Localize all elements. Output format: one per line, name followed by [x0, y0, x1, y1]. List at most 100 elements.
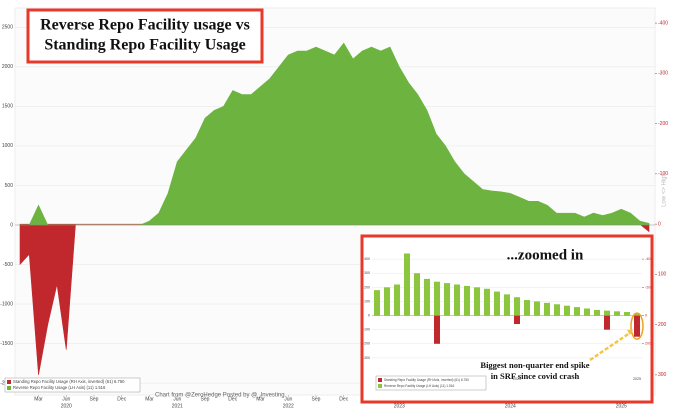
year-label: 2025	[633, 377, 641, 381]
bar	[414, 273, 420, 316]
y-tick-label: 2500	[2, 25, 13, 31]
bar	[434, 281, 440, 316]
y2-tick-label: -400	[658, 20, 668, 26]
bar	[464, 285, 470, 316]
y-tick-label: 300	[364, 271, 370, 275]
inset-box	[360, 234, 654, 404]
x-tick-label: Jun	[62, 396, 70, 402]
bar	[614, 311, 620, 316]
x-tick-label: Dec	[117, 396, 126, 402]
y2-tick-label: 100	[658, 272, 667, 278]
bar	[524, 300, 530, 316]
legend-label: Reverse Repo Facility Usage (LH Axis) (1…	[13, 385, 106, 390]
legend-label: Reverse Repo Facility Usage (LH Axis) (1…	[384, 384, 454, 388]
y-tick-label: 0	[368, 314, 370, 318]
bar	[624, 312, 630, 316]
y-tick-label: -100	[363, 328, 370, 332]
bar	[454, 284, 460, 316]
chart-title: Reverse Repo Facility usage vs	[40, 17, 250, 34]
y2-tick-label: -100	[658, 171, 668, 177]
legend-label: Standing Repo Facility Usage (RH Axis, i…	[384, 378, 469, 382]
legend-label: Standing Repo Facility Usage (RH Axis, i…	[13, 379, 125, 384]
year-label: 2025	[616, 403, 627, 409]
y2-tick-label: 0	[658, 221, 661, 227]
bar	[444, 283, 450, 316]
y-tick-label: 0	[10, 222, 13, 228]
y-tick-label: -1000	[0, 301, 13, 307]
legend-swatch	[378, 378, 382, 382]
bar	[544, 302, 550, 316]
chart-title: Standing Repo Facility Usage	[44, 37, 245, 54]
annotation-arrow	[589, 331, 632, 362]
y-tick-label: 1000	[2, 143, 13, 149]
bar	[634, 313, 640, 316]
year-label: 2020	[61, 403, 72, 409]
legend-swatch	[7, 380, 11, 384]
year-label: 2024	[513, 377, 521, 381]
bar	[634, 315, 640, 337]
y-tick-label: -300	[363, 356, 370, 360]
y-tick-label: 200	[364, 285, 370, 289]
bar	[504, 294, 510, 316]
bar	[514, 315, 520, 325]
source-note: Chart from @ZeroHedge Posted by @_Invest…	[155, 393, 285, 399]
y2-tick-label: -200	[645, 285, 652, 289]
y-tick-label: -200	[363, 342, 370, 346]
y2-tick-label: -200	[658, 121, 668, 127]
arrow-head	[627, 329, 633, 336]
y-tick-label: 400	[364, 257, 370, 261]
y-tick-label: 2000	[2, 64, 13, 70]
y2-tick-label: 200	[658, 322, 667, 328]
bar	[584, 308, 590, 316]
x-tick-label: Jun	[284, 396, 292, 402]
y-tick-label: 1500	[2, 104, 13, 110]
legend-swatch	[378, 384, 382, 388]
bar	[374, 290, 380, 316]
y2-tick-label: 200	[645, 342, 651, 346]
bar	[474, 287, 480, 316]
annotation: in SRF since covid crash	[491, 371, 580, 381]
x-tick-label: Sep	[90, 396, 99, 402]
y2-tick-label: 0	[645, 314, 647, 318]
year-label: 2021	[172, 403, 183, 409]
y2-tick-label: -400	[645, 257, 652, 261]
bar	[574, 307, 580, 316]
bar	[514, 297, 520, 316]
y-tick-label: 500	[5, 183, 14, 189]
annotation: Biggest non-quarter end spike	[480, 360, 589, 370]
x-tick-label: Sep	[312, 396, 321, 402]
y2-tick-label: -300	[658, 71, 668, 77]
x-tick-label: Jun	[173, 396, 181, 402]
y2-axis-label: Low <> High	[662, 173, 668, 207]
x-tick-label: Sep	[201, 396, 210, 402]
bar	[554, 304, 560, 316]
bar	[394, 284, 400, 316]
title-box	[26, 8, 264, 64]
bar	[564, 305, 570, 316]
year-label: 2023	[394, 403, 405, 409]
x-tick-label: Mar	[34, 396, 43, 402]
y2-tick-label: 300	[658, 372, 667, 378]
x-tick-label: Mar	[256, 396, 265, 402]
bar	[424, 278, 430, 316]
y-tick-label: 100	[364, 299, 370, 303]
bar	[594, 309, 600, 316]
y-tick-label: -500	[3, 262, 13, 268]
legend-box	[375, 375, 487, 391]
bar	[484, 288, 490, 316]
legend-swatch	[7, 386, 11, 390]
bar	[434, 315, 440, 344]
bar	[534, 301, 540, 316]
y-tick-label: -1500	[0, 341, 13, 347]
bar	[604, 310, 610, 316]
x-tick-label: Mar	[145, 396, 154, 402]
x-tick-label: Dec	[228, 396, 237, 402]
inset-title: ...zoomed in	[507, 247, 584, 263]
x-tick-label: Dec	[339, 396, 348, 402]
bar	[404, 253, 410, 316]
year-label: 2024	[505, 403, 516, 409]
highlight-circle	[630, 312, 644, 340]
bar	[384, 287, 390, 316]
year-label: 2022	[283, 403, 294, 409]
bar	[494, 291, 500, 316]
